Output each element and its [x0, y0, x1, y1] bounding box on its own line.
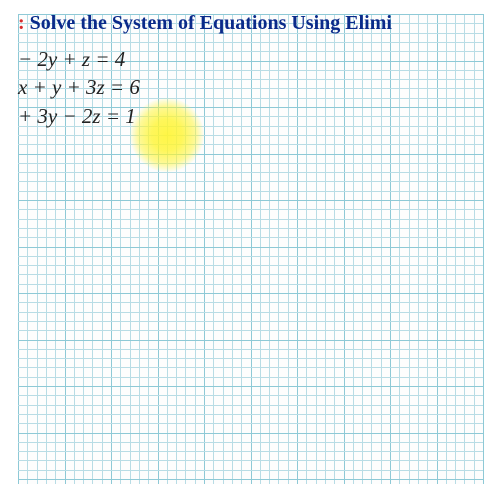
equation-2: x + y + 3z = 6 — [18, 73, 498, 101]
title-text: Solve the System of Equations Using Elim… — [25, 12, 392, 34]
equation-1: − 2y + z = 4 — [18, 45, 498, 73]
title-prefix: : — [18, 12, 25, 34]
content-block: : Solve the System of Equations Using El… — [18, 12, 498, 130]
page-title: : Solve the System of Equations Using El… — [18, 12, 498, 35]
equation-3: + 3y − 2z = 1 — [18, 102, 498, 130]
page-canvas: : Solve the System of Equations Using El… — [0, 0, 500, 500]
